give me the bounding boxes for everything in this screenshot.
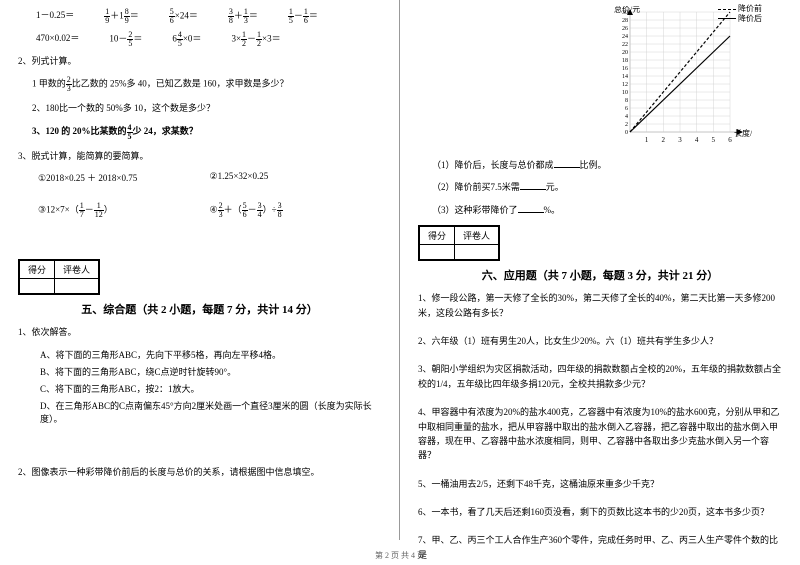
q6-item: 6、一本书，看了几天后还剩160页没看，剩下的页数比这本书的少20页，这本书多少… (418, 505, 782, 519)
expr: 470×0.02＝ (36, 31, 79, 48)
expr: 645×0＝ (172, 31, 201, 48)
q2-item: 2、180比一个数的 50%多 10，这个数是多少？ (18, 101, 381, 115)
q5-1: 1、依次解答。 (18, 325, 381, 339)
svg-text:2: 2 (625, 122, 628, 128)
svg-text:4: 4 (695, 136, 699, 144)
q3-expr: ①2018×0.25 ＋ 2018×0.75 (38, 171, 210, 184)
expr-row-1: 1－0.25＝ 19＋189＝ 56×24＝ 38＋13＝ 15－16＝ (18, 8, 381, 25)
expr-row-2: 470×0.02＝ 10－25＝ 645×0＝ 3×12－12×3＝ (18, 31, 381, 48)
legend-after: 降价后 (738, 14, 762, 23)
legend-before: 降价前 (738, 4, 762, 13)
q3-title: 3、脱式计算，能简算的要简算。 (18, 149, 381, 163)
right-column: 降价前 降价后 总价/元 (400, 0, 800, 540)
grader-label: 评卷人 (55, 261, 99, 279)
q3-pair: ①2018×0.25 ＋ 2018×0.75 ②1.25×32×0.25 (18, 171, 381, 184)
q2-title: 2、列式计算。 (18, 54, 381, 68)
svg-text:5: 5 (712, 136, 716, 144)
expr: 10－25＝ (109, 31, 142, 48)
left-column: 1－0.25＝ 19＋189＝ 56×24＝ 38＋13＝ 15－16＝ 470… (0, 0, 400, 540)
price-chart: 降价前 降价后 总价/元 (612, 6, 762, 148)
svg-text:6: 6 (625, 106, 628, 112)
grader-label: 评卷人 (455, 227, 499, 245)
q6-item: 2、六年级（1）班有男生20人，比女生少20%。六（1）班共有学生多少人？ (418, 334, 782, 348)
svg-text:24: 24 (622, 34, 628, 40)
score-box: 得分评卷人 (18, 259, 100, 295)
svg-text:16: 16 (622, 66, 628, 72)
page-footer: 第 2 页 共 4 页 (0, 550, 800, 561)
q5-1-item: A、将下面的三角形ABC，先向下平移5格，再向左平移4格。 (18, 348, 381, 361)
svg-text:1: 1 (645, 136, 649, 144)
score-label: 得分 (420, 227, 455, 245)
svg-text:14: 14 (622, 74, 628, 80)
section-5-head: 得分评卷人 五、综合题（共 2 小题，每题 7 分，共计 14 分） (18, 259, 381, 317)
svg-text:4: 4 (625, 114, 628, 120)
svg-text:6: 6 (728, 136, 732, 144)
section-6-title: 六、应用题（共 7 小题，每题 3 分，共计 21 分） (418, 267, 782, 283)
q3-expr: ④23＋（56－34）÷38 (210, 202, 382, 219)
q5-1-item: C、将下面的三角形ABC，按2：1放大。 (18, 382, 381, 395)
chart-legend: 降价前 降价后 (718, 4, 762, 23)
svg-text:22: 22 (622, 42, 628, 48)
x-axis-label: 长度/米 (734, 128, 752, 138)
svg-text:10: 10 (622, 90, 628, 96)
section-5-title: 五、综合题（共 2 小题，每题 7 分，共计 14 分） (18, 301, 381, 317)
q5-2: 2、图像表示一种彩带降价前后的长度与总价的关系，请根据图中信息填空。 (18, 465, 381, 479)
q3-expr: ②1.25×32×0.25 (210, 171, 382, 184)
q5-1-item: B、将下面的三角形ABC，绕C点逆时针旋转90°。 (18, 365, 381, 378)
q5-1-item: D、在三角形ABC的C点南偏东45°方向2厘米处画一个直径3厘米的圆（长度为实际… (18, 399, 381, 425)
q6-item: 4、甲容器中有浓度为20%的盐水400克，乙容器中有浓度为10%的盐水600克，… (418, 405, 782, 463)
svg-text:12: 12 (622, 82, 628, 88)
q3-expr: ③12×7×（17－112） (38, 202, 210, 219)
blank-3: （3）这种彩带降价了%。 (418, 203, 782, 217)
svg-text:20: 20 (622, 50, 628, 56)
q6-item: 5、一桶油用去2/5，还剩下48千克，这桶油原来重多少千克？ (418, 477, 782, 491)
expr: 1－0.25＝ (36, 8, 74, 25)
section-6-head: 得分评卷人 六、应用题（共 7 小题，每题 3 分，共计 21 分） (418, 225, 782, 283)
score-label: 得分 (20, 261, 55, 279)
chart-svg: 总价/元 (612, 6, 752, 146)
svg-text:18: 18 (622, 58, 628, 64)
score-box: 得分评卷人 (418, 225, 500, 261)
svg-text:3: 3 (678, 136, 682, 144)
q2-item: 1 甲数的23比乙数的 25%多 40，已知乙数是 160，求甲数是多少？ (18, 76, 381, 93)
svg-text:8: 8 (625, 98, 628, 104)
expr: 19＋189＝ (104, 8, 139, 25)
blank-2: （2）降价前买7.5米需元。 (418, 180, 782, 194)
svg-text:26: 26 (622, 26, 628, 32)
svg-text:2: 2 (662, 136, 666, 144)
expr: 15－16＝ (288, 8, 318, 25)
svg-text:30: 30 (622, 10, 628, 16)
q3-pair: ③12×7×（17－112） ④23＋（56－34）÷38 (18, 202, 381, 219)
expr: 3×12－12×3＝ (231, 31, 280, 48)
q6-item: 1、修一段公路，第一天修了全长的30%，第二天修了全长的40%，第二天比第一天多… (418, 291, 782, 320)
expr: 56×24＝ (169, 8, 198, 25)
svg-text:28: 28 (622, 18, 628, 24)
svg-text:0: 0 (625, 130, 628, 136)
blank-1: （1）降价后，长度与总价都成比例。 (418, 158, 782, 172)
q2-item: 3、120 的 20%比某数的45少 24，求某数？ (18, 124, 381, 141)
expr: 38＋13＝ (228, 8, 258, 25)
q6-item: 3、朝阳小学组织为灾区捐款活动，四年级的捐款数额占全校的20%，五年级的捐款数额… (418, 362, 782, 391)
